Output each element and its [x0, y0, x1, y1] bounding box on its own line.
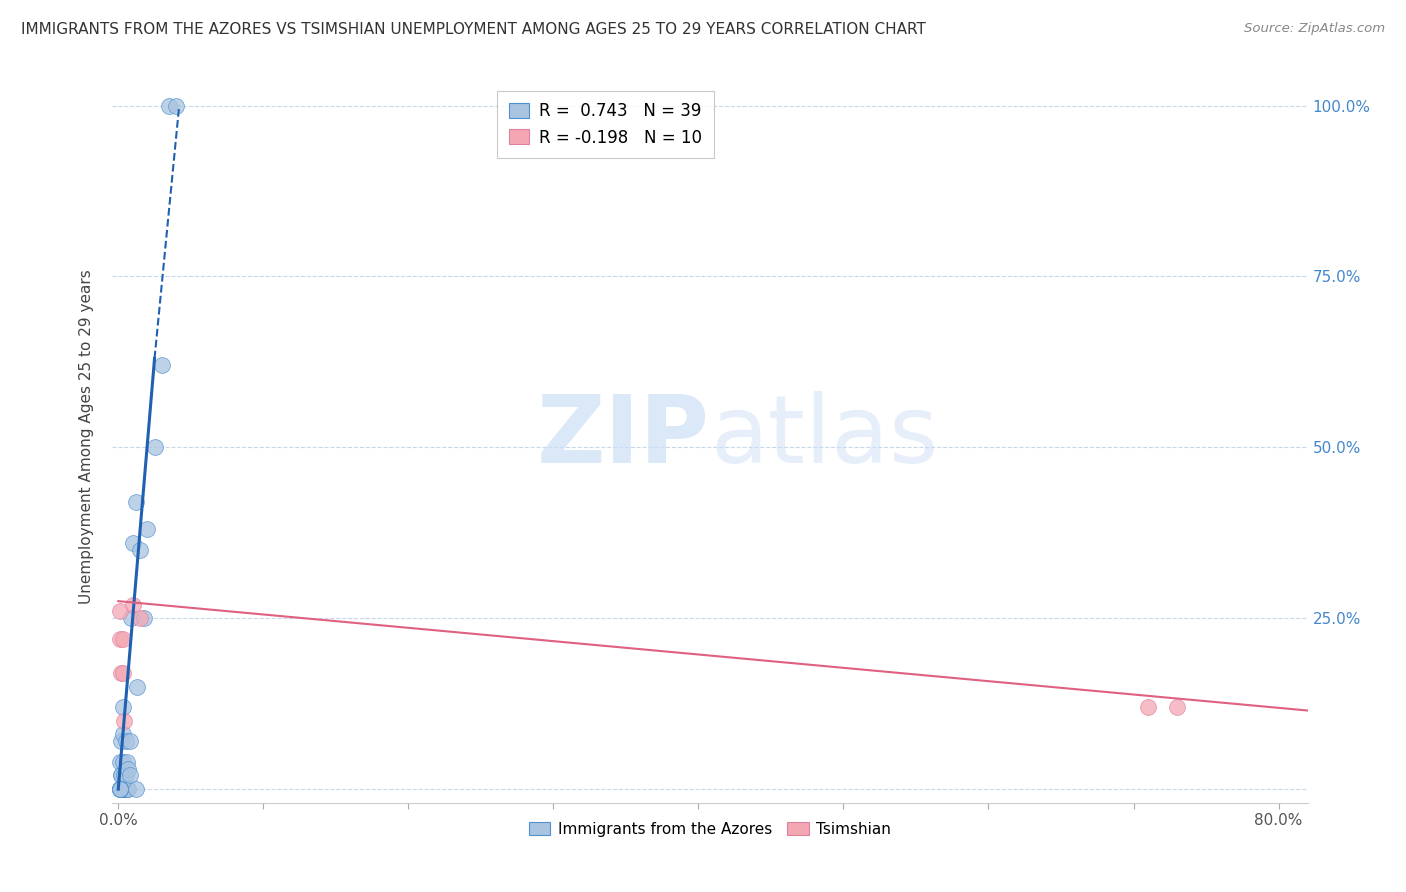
Point [118, 734, 141, 748]
Point [111, 755, 134, 769]
Text: Source: ZipAtlas.com: Source: ZipAtlas.com [1244, 22, 1385, 36]
Point [108, 755, 131, 769]
Point [108, 782, 131, 797]
Point [111, 665, 134, 680]
Point [143, 440, 166, 454]
Text: atlas: atlas [710, 391, 938, 483]
Point [125, 782, 148, 797]
Point [108, 782, 131, 797]
Point [121, 598, 143, 612]
Point [118, 768, 141, 782]
Point [111, 700, 134, 714]
Point [115, 782, 138, 797]
Point [111, 727, 134, 741]
Point [111, 782, 134, 797]
Point [108, 782, 131, 797]
Point [120, 611, 142, 625]
Point [150, 359, 173, 373]
Point [134, 611, 156, 625]
Point [121, 536, 143, 550]
Point [114, 734, 136, 748]
Point [117, 762, 139, 776]
Point [114, 782, 136, 797]
Point [110, 782, 132, 797]
Point [115, 755, 138, 769]
Point [1166, 700, 1188, 714]
Y-axis label: Unemployment Among Ages 25 to 29 years: Unemployment Among Ages 25 to 29 years [79, 269, 94, 605]
Point [110, 665, 132, 680]
Point [108, 632, 131, 646]
Point [108, 782, 131, 797]
Point [117, 782, 139, 797]
Point [125, 495, 148, 509]
Legend: Immigrants from the Azores, Tsimshian: Immigrants from the Azores, Tsimshian [523, 815, 897, 843]
Point [136, 522, 159, 536]
Point [165, 98, 187, 112]
Point [112, 714, 135, 728]
Point [114, 768, 136, 782]
Text: IMMIGRANTS FROM THE AZORES VS TSIMSHIAN UNEMPLOYMENT AMONG AGES 25 TO 29 YEARS C: IMMIGRANTS FROM THE AZORES VS TSIMSHIAN … [21, 22, 927, 37]
Point [112, 782, 135, 797]
Point [157, 98, 180, 112]
Point [108, 782, 131, 797]
Point [108, 782, 131, 797]
Point [112, 768, 135, 782]
Point [110, 768, 132, 782]
Point [110, 734, 132, 748]
Point [110, 768, 132, 782]
Text: ZIP: ZIP [537, 391, 710, 483]
Point [127, 680, 149, 694]
Point [1137, 700, 1160, 714]
Point [108, 604, 131, 618]
Point [129, 542, 152, 557]
Point [108, 782, 131, 797]
Point [129, 611, 152, 625]
Point [111, 632, 134, 646]
